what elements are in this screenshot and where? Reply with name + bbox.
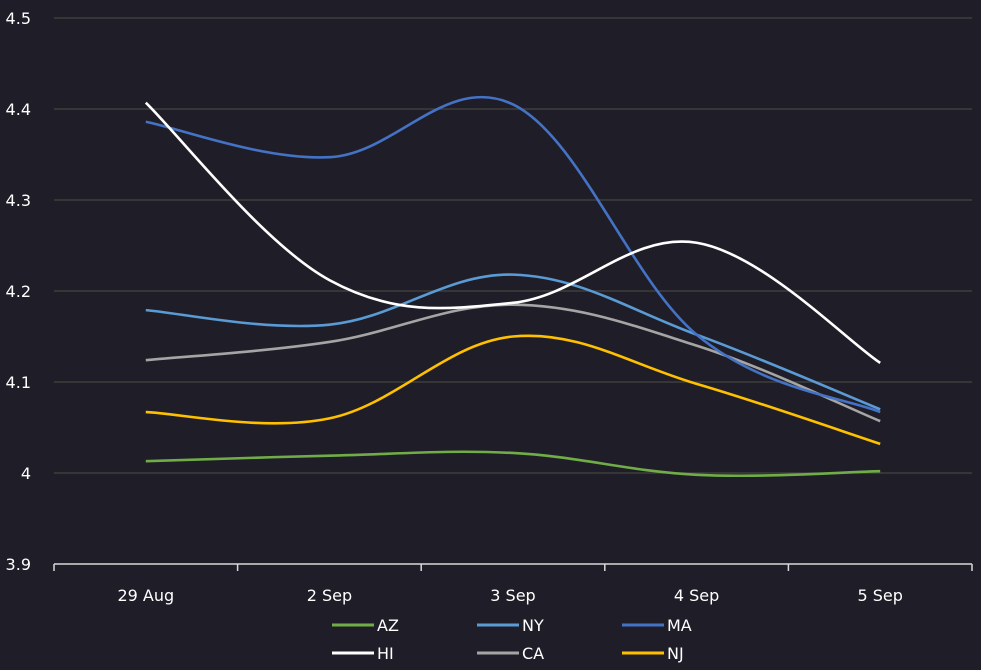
series-line-az [145,450,881,478]
y-tick-label: 4.3 [6,191,31,210]
y-tick-label: 4.4 [6,100,31,119]
series-line-ny [145,273,881,411]
series-line-nj [145,334,881,446]
y-tick-label: 4.2 [6,282,31,301]
series-line-hi [144,101,881,364]
legend-item-ca: CA [477,644,544,663]
legend-label: HI [377,644,394,663]
x-tick-label: 2 Sep [307,586,352,605]
legend-item-ma: MA [622,616,692,635]
series-lines [144,95,881,478]
y-tick-label: 3.9 [6,555,31,574]
x-tick-label: 4 Sep [674,586,719,605]
y-tick-label: 4.5 [6,9,31,28]
y-axis: 3.9 4 4.1 4.2 4.3 4.4 4.5 [6,9,31,574]
legend-label: CA [522,644,544,663]
legend-item-hi: HI [332,644,394,663]
x-tick-label: 5 Sep [857,586,902,605]
legend-item-az: AZ [332,616,399,635]
legend-label: AZ [377,616,399,635]
legend-label: NJ [667,644,684,663]
legend: AZ NY MA HI CA NJ [332,616,692,663]
series-line-ma [145,95,881,414]
x-tick-label: 29 Aug [117,586,174,605]
legend-label: MA [667,616,692,635]
series-line-ca [145,303,881,423]
legend-item-ny: NY [477,616,544,635]
y-tick-label: 4.1 [6,373,31,392]
y-tick-label: 4 [21,464,31,483]
gridlines [54,17,972,474]
x-axis: 29 Aug 2 Sep 3 Sep 4 Sep 5 Sep [53,563,973,605]
x-tick-label: 3 Sep [490,586,535,605]
legend-label: NY [522,616,544,635]
legend-item-nj: NJ [622,644,684,663]
